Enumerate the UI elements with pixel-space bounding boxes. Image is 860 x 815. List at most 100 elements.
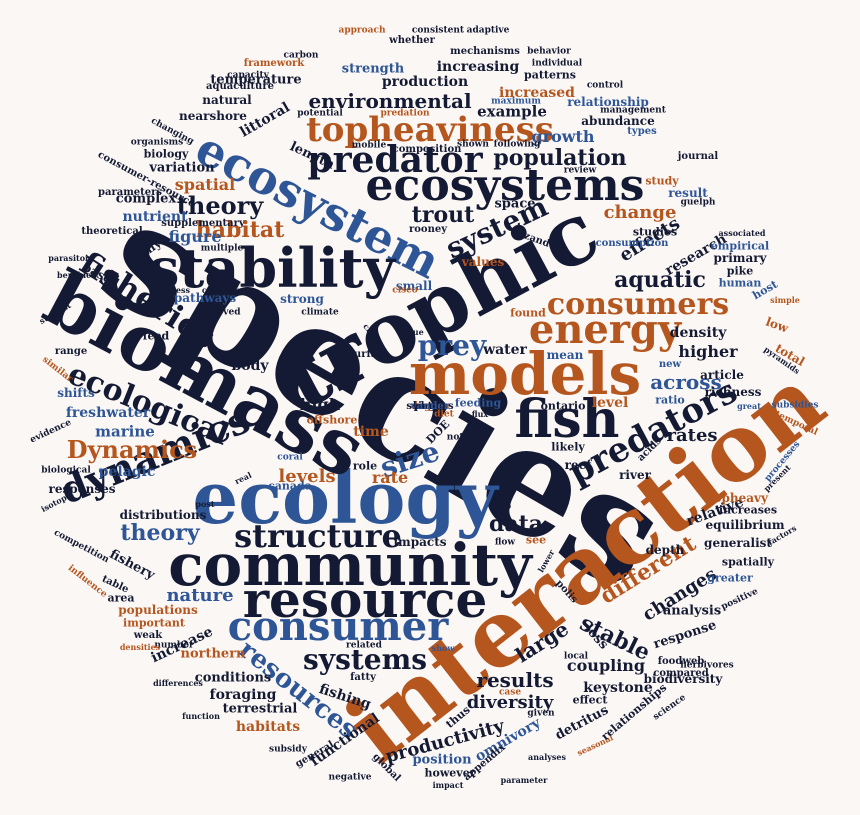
cloud-word: impact — [432, 780, 464, 790]
cloud-word: scale — [415, 401, 445, 412]
cloud-word: diet — [434, 409, 454, 420]
cloud-word: rooney — [408, 224, 448, 235]
cloud-word: conditions — [194, 670, 272, 686]
cloud-word: prey — [417, 329, 487, 362]
cloud-word: see — [525, 533, 547, 547]
cloud-word: found — [510, 306, 546, 320]
cloud-word: trout — [411, 202, 475, 228]
cloud-word: space — [494, 196, 536, 212]
cloud-word: shifts — [57, 386, 95, 400]
cloud-word: new — [658, 359, 682, 370]
cloud-word: case — [498, 687, 522, 698]
cloud-word: pike — [726, 264, 754, 278]
cloud-word: population — [493, 145, 627, 171]
cloud-word: consumption — [595, 238, 669, 249]
cloud-word: abundance — [581, 114, 655, 128]
cloud-word: complex — [115, 191, 177, 207]
cloud-word: role — [352, 459, 378, 473]
cloud-word: control — [586, 80, 624, 91]
cloud-word: journal — [677, 151, 719, 162]
cloud-word: fatty — [350, 672, 376, 683]
cloud-word: mechanisms — [450, 46, 520, 57]
cloud-word: great — [737, 401, 761, 411]
cloud-word: levels — [278, 466, 336, 487]
cloud-word: aquaculture — [206, 81, 274, 92]
cloud-word: low — [763, 314, 791, 336]
cloud-word: capacity — [227, 70, 269, 81]
cloud-word: article — [700, 368, 744, 382]
cloud-word: parameter — [500, 775, 548, 785]
cloud-word: ontario — [540, 399, 586, 413]
cloud-word: effect — [572, 693, 608, 707]
cloud-word: environmental — [308, 89, 472, 113]
cloud-word: biological — [41, 465, 91, 476]
cloud-word: compared — [653, 668, 709, 679]
cloud-word: coral — [277, 452, 303, 463]
cloud-word: behavior — [527, 46, 571, 57]
cloud-word: top — [492, 501, 512, 512]
cloud-word: time — [353, 424, 389, 440]
cloud-word: adaptive — [466, 25, 510, 36]
cloud-word: local — [563, 651, 589, 662]
cloud-word: relationship — [567, 95, 649, 109]
cloud-word: models — [408, 340, 642, 408]
cloud-word: studies — [632, 225, 678, 239]
cloud-word: potential — [297, 108, 343, 119]
cloud-word: increased — [499, 85, 575, 101]
cloud-word: increases — [718, 503, 778, 517]
cloud-word: multiple — [200, 243, 244, 254]
cloud-word: flow — [494, 537, 516, 548]
cloud-word: habitat — [195, 217, 285, 243]
cloud-word: primary — [713, 251, 767, 265]
cloud-word: rate — [371, 468, 409, 487]
cloud-word: however — [424, 766, 476, 780]
cloud-word: climate — [301, 307, 339, 318]
cloud-word: populations — [118, 603, 198, 617]
cloud-word: terrestrial — [222, 701, 298, 717]
cloud-word: consistent — [411, 25, 465, 36]
cloud-word: pathways — [173, 291, 237, 305]
cloud-word: growth — [531, 127, 595, 146]
cloud-word: foraging — [209, 687, 277, 703]
cloud-word: natural — [202, 93, 252, 107]
cloud-word: subsidy — [269, 744, 307, 755]
cloud-word: nutrient — [122, 209, 188, 225]
cloud-word: related — [346, 640, 382, 651]
cloud-word: function — [182, 711, 220, 721]
cloud-word: densities — [119, 642, 161, 652]
cloud-word: larger — [412, 401, 448, 412]
cloud-word: resource — [242, 570, 488, 629]
cloud-word: vander — [410, 401, 450, 412]
cloud-word: study — [645, 174, 679, 188]
cloud-word: review — [563, 165, 597, 176]
cloud-word: temperature — [210, 72, 302, 88]
cloud-word: canada — [268, 479, 312, 493]
cloud-word: generalist — [704, 536, 772, 550]
cloud-word: common — [201, 285, 241, 295]
cloud-word: guelph — [680, 197, 716, 208]
cloud-word: results — [476, 668, 554, 692]
cloud-word: analysis — [662, 603, 722, 619]
cloud-word: feeding — [454, 396, 502, 410]
cloud-word: surface — [348, 349, 390, 360]
cloud-word: rates — [666, 425, 718, 446]
cloud-word: observed — [195, 307, 241, 318]
cloud-word: pelagic — [98, 464, 156, 480]
cloud-word: level — [591, 395, 629, 411]
cloud-word: predation — [380, 108, 430, 119]
cloud-word: response — [651, 617, 719, 653]
cloud-word: approach — [338, 25, 386, 36]
cloud-word: positive — [719, 586, 760, 613]
cloud-word: density — [669, 325, 727, 341]
cloud-word: equilibrium — [705, 518, 785, 532]
cloud-word: ecology — [192, 455, 498, 540]
cloud-word: coupling — [566, 656, 646, 675]
cloud-word: negative — [328, 772, 372, 783]
cloud-word: theory — [176, 191, 264, 220]
cloud-word: biodiversity — [643, 672, 723, 686]
cloud-word: responses — [48, 482, 116, 496]
cloud-word: values — [461, 255, 505, 269]
cloud-word: small — [395, 279, 433, 293]
cloud-word: herbivores — [680, 660, 734, 671]
